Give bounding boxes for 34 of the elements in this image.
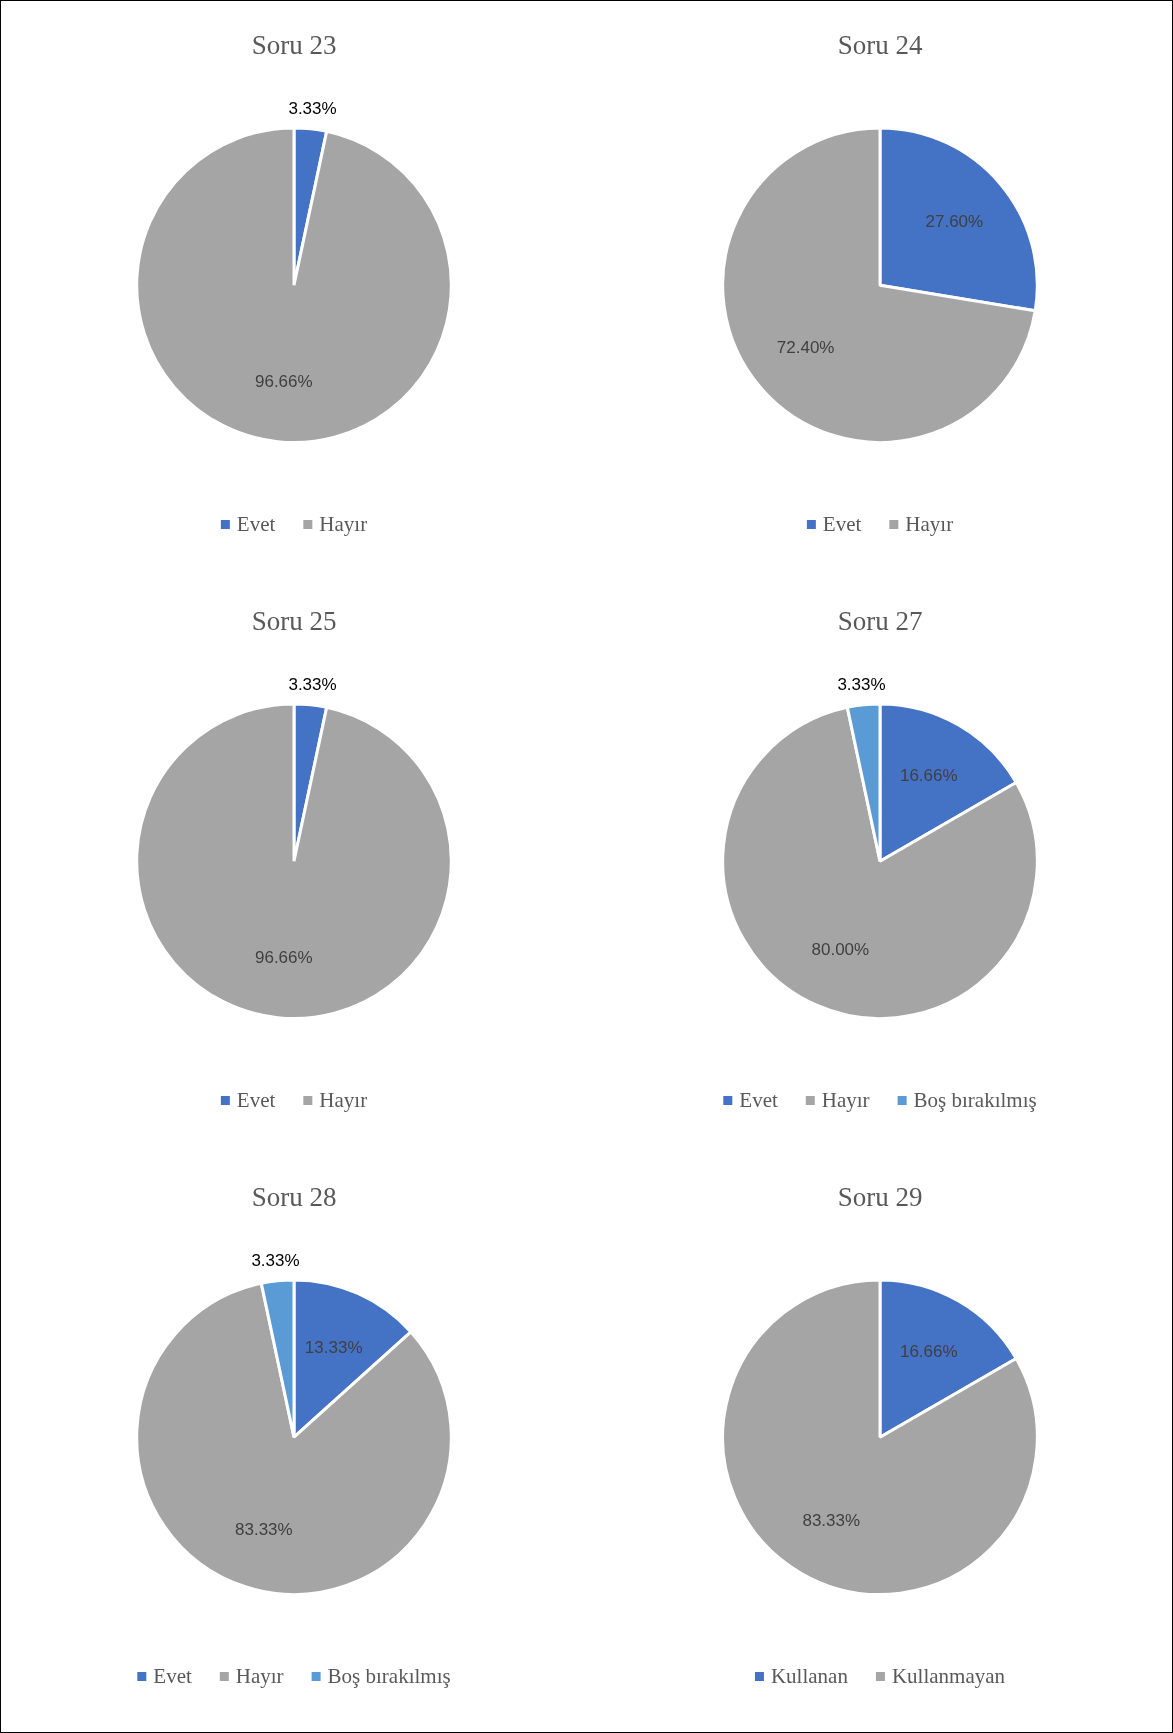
- legend-label: Hayır: [319, 1087, 368, 1112]
- legend-label: Boş bırakılmış: [913, 1087, 1037, 1112]
- data-label: 3.33%: [837, 674, 886, 694]
- legend-label: Hayır: [235, 1663, 284, 1688]
- data-label: 16.66%: [899, 1342, 958, 1362]
- legend-label: Hayır: [319, 511, 368, 536]
- legend-label: Evet: [236, 1087, 276, 1112]
- legend-label: Hayır: [905, 511, 954, 536]
- legend-label: Evet: [153, 1663, 192, 1688]
- data-label: 80.00%: [811, 939, 870, 959]
- legend-label: Boş bırakılmış: [327, 1663, 451, 1688]
- legend-label: Evet: [822, 511, 862, 536]
- data-label: 83.33%: [802, 1511, 861, 1531]
- legend-label: Evet: [739, 1087, 778, 1112]
- data-label: 27.60%: [925, 211, 984, 231]
- data-label: 3.33%: [288, 98, 337, 118]
- legend-label: Hayır: [821, 1087, 870, 1112]
- data-label: 83.33%: [235, 1519, 293, 1539]
- data-label: 72.40%: [776, 337, 835, 357]
- data-label: 96.66%: [254, 947, 313, 967]
- data-label: 96.66%: [254, 371, 313, 391]
- data-label: 13.33%: [304, 1337, 363, 1357]
- chart-title: Soru 24: [837, 30, 923, 61]
- chart-title: Soru 25: [251, 606, 337, 637]
- legend-label: Evet: [236, 511, 276, 536]
- data-label: 3.33%: [288, 674, 337, 694]
- legend-label: Kullanan: [770, 1663, 849, 1688]
- chart-title: Soru 29: [837, 1182, 923, 1213]
- chart-title: Soru 23: [251, 30, 337, 61]
- chart-title: Soru 28: [251, 1182, 337, 1213]
- data-label: 3.33%: [251, 1250, 300, 1270]
- chart-title: Soru 27: [837, 606, 923, 637]
- legend-label: Kullanmayan: [891, 1663, 1006, 1688]
- data-label: 16.66%: [899, 766, 958, 786]
